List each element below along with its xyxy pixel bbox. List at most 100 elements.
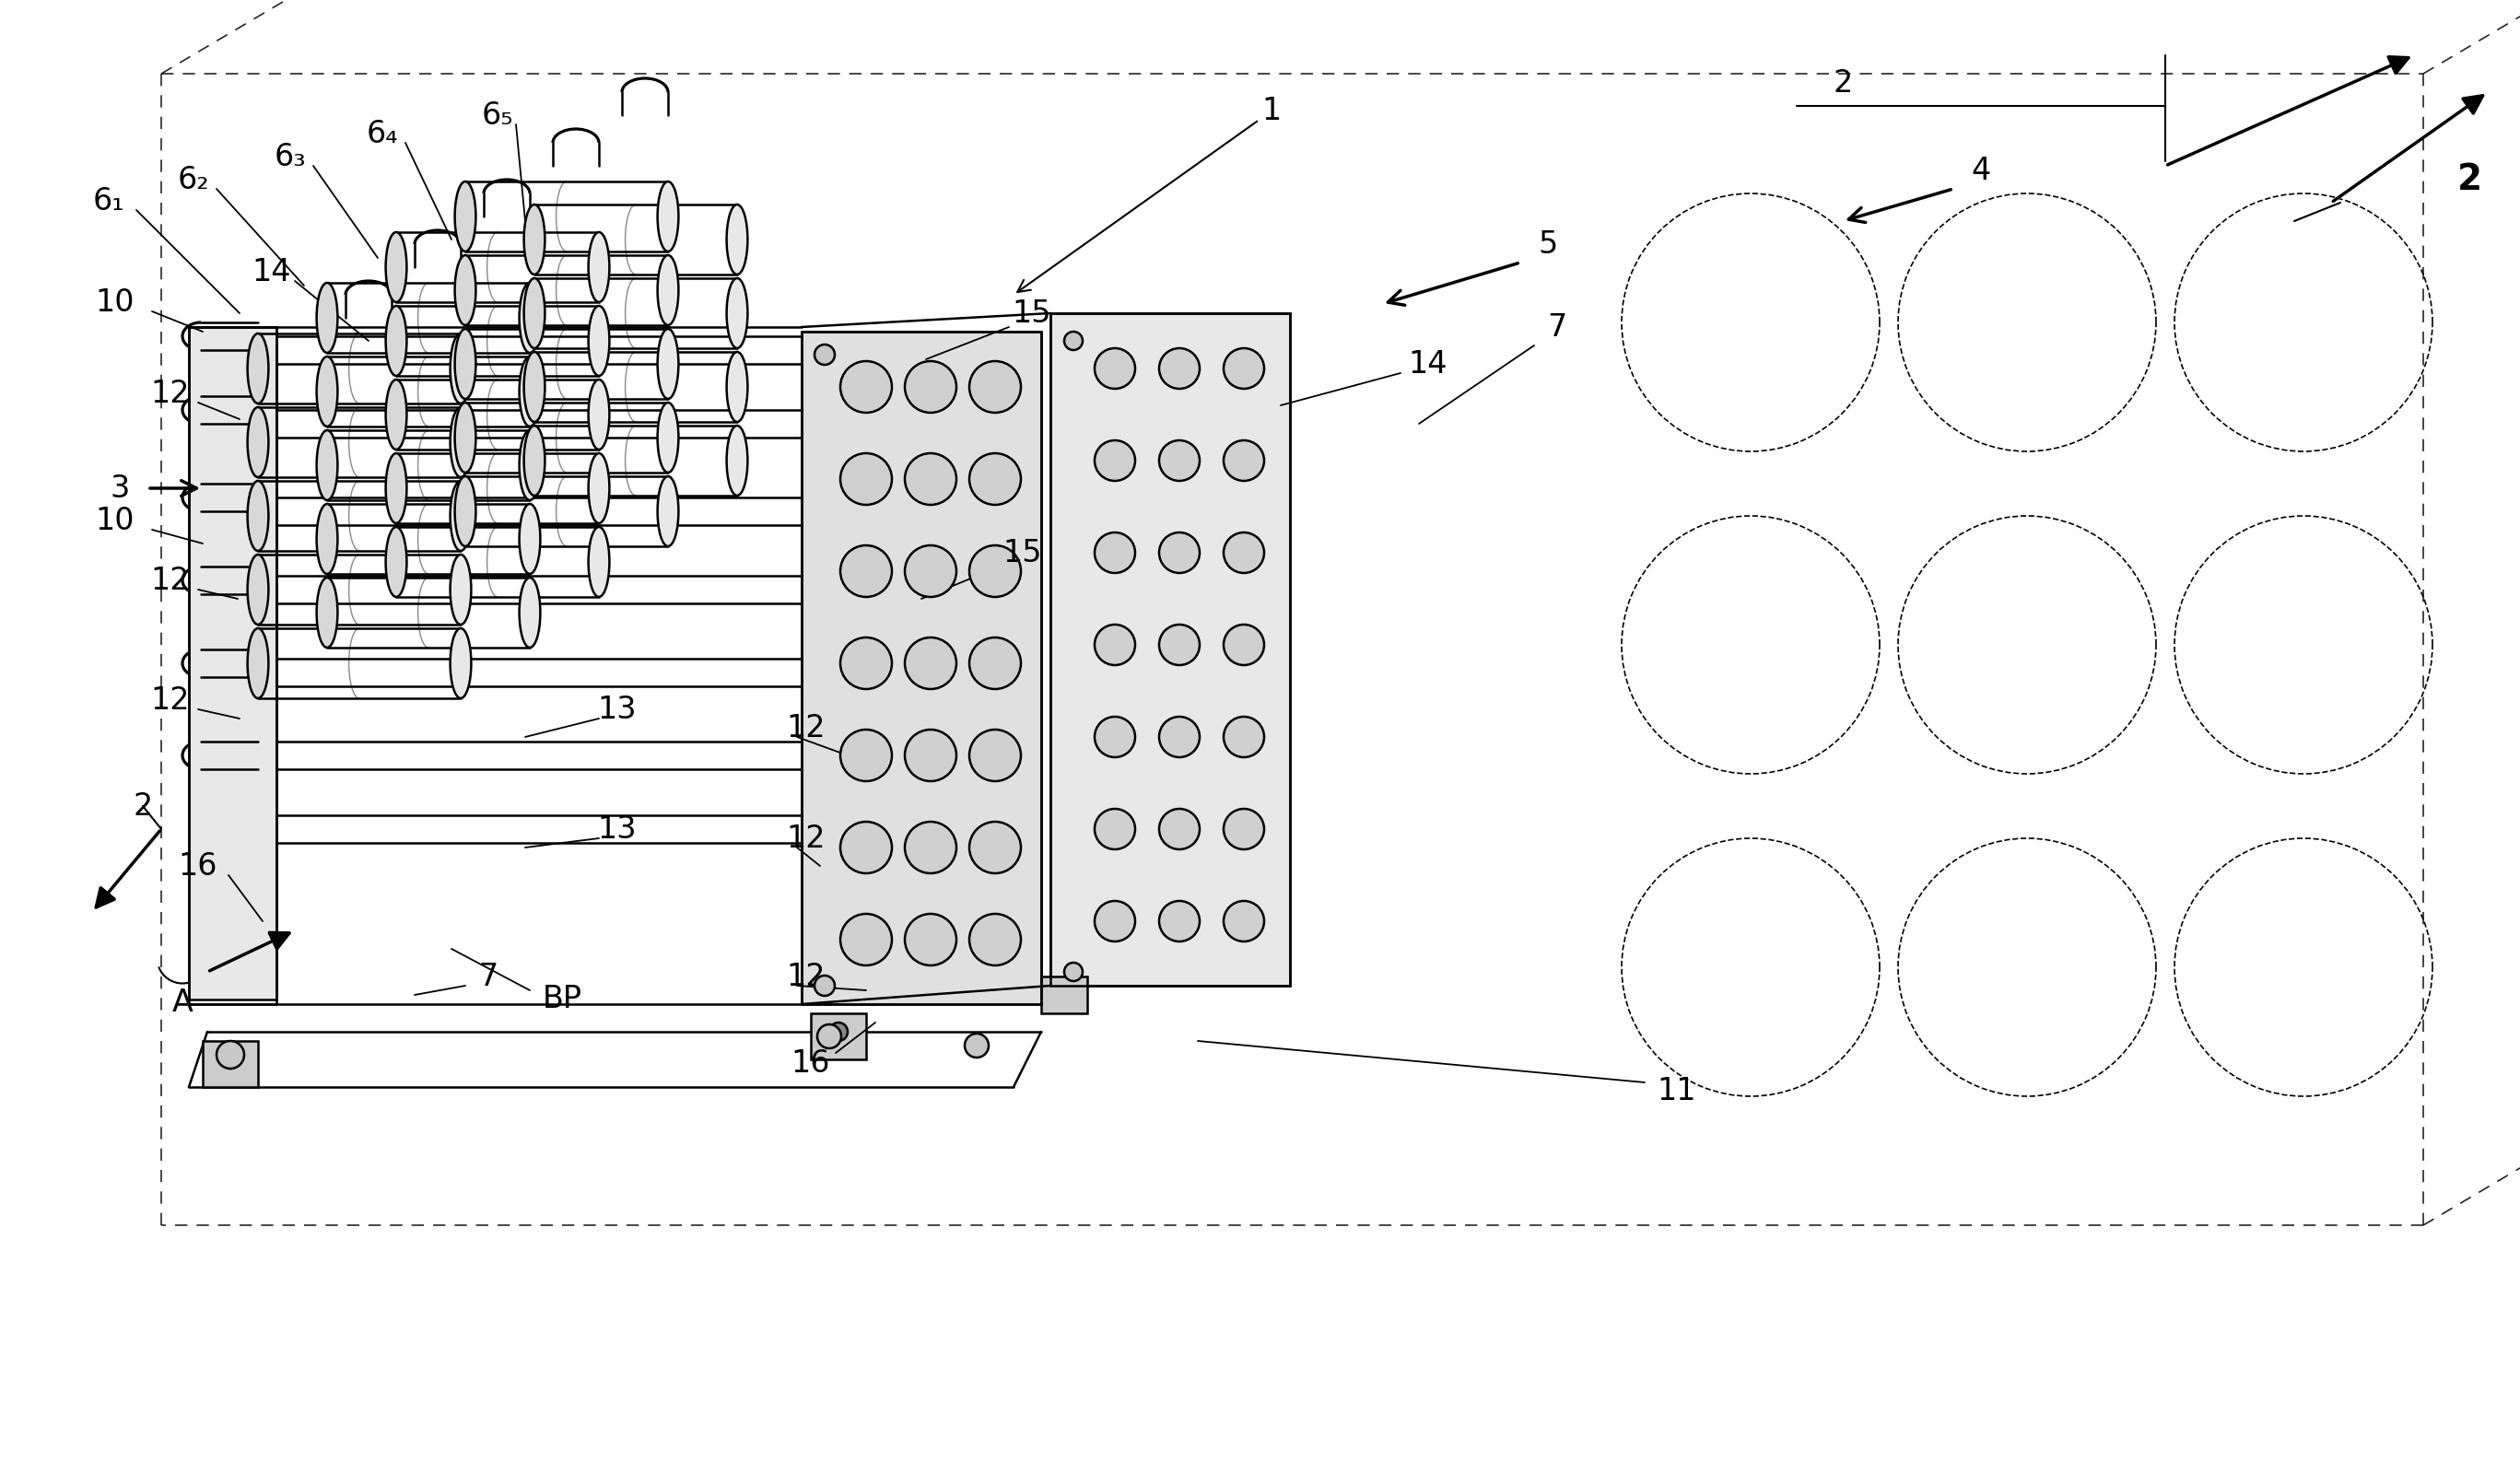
Text: 12: 12 (151, 685, 189, 716)
Circle shape (1094, 532, 1134, 573)
Circle shape (1159, 625, 1200, 666)
Ellipse shape (451, 333, 471, 404)
Circle shape (905, 913, 958, 965)
Ellipse shape (587, 454, 610, 523)
Circle shape (1159, 717, 1200, 757)
Text: 3: 3 (111, 473, 129, 504)
Text: 15: 15 (1003, 538, 1043, 569)
Text: 6₅: 6₅ (481, 100, 514, 130)
Text: 7: 7 (479, 962, 499, 991)
Ellipse shape (247, 407, 270, 477)
Ellipse shape (587, 306, 610, 376)
Text: 1: 1 (1018, 96, 1280, 292)
Ellipse shape (454, 402, 476, 473)
Circle shape (905, 361, 958, 412)
Ellipse shape (587, 527, 610, 597)
Ellipse shape (658, 328, 678, 399)
Text: 13: 13 (597, 694, 638, 725)
Circle shape (1063, 331, 1084, 351)
Bar (202, 1041, 257, 1087)
Circle shape (970, 545, 1021, 597)
Circle shape (829, 1022, 847, 1041)
Ellipse shape (386, 527, 406, 597)
Ellipse shape (658, 476, 678, 546)
Circle shape (1225, 809, 1265, 850)
Circle shape (905, 729, 958, 781)
Circle shape (1225, 717, 1265, 757)
Text: 7: 7 (1547, 312, 1567, 342)
Circle shape (1225, 532, 1265, 573)
Ellipse shape (386, 306, 406, 376)
Ellipse shape (318, 430, 338, 501)
Text: 5: 5 (1537, 228, 1557, 259)
Ellipse shape (524, 426, 544, 495)
Circle shape (839, 729, 892, 781)
Circle shape (1063, 963, 1084, 981)
Circle shape (1094, 809, 1134, 850)
Ellipse shape (454, 328, 476, 399)
Ellipse shape (451, 554, 471, 625)
Ellipse shape (451, 407, 471, 477)
Text: 16: 16 (791, 1049, 832, 1080)
Ellipse shape (524, 278, 544, 348)
Text: 6₂: 6₂ (176, 165, 209, 194)
Ellipse shape (247, 333, 270, 404)
Circle shape (839, 913, 892, 965)
Circle shape (970, 913, 1021, 965)
Circle shape (905, 545, 958, 597)
Circle shape (839, 454, 892, 505)
Ellipse shape (454, 476, 476, 546)
Text: 12: 12 (151, 566, 189, 595)
Circle shape (839, 638, 892, 689)
Ellipse shape (524, 352, 544, 421)
Ellipse shape (658, 181, 678, 252)
Bar (189, 327, 277, 1000)
Circle shape (905, 454, 958, 505)
Ellipse shape (726, 426, 748, 495)
Circle shape (839, 822, 892, 873)
Circle shape (1159, 440, 1200, 480)
Ellipse shape (519, 577, 539, 648)
Ellipse shape (318, 504, 338, 574)
Text: 12: 12 (786, 823, 827, 853)
Text: 15: 15 (1013, 298, 1051, 328)
Circle shape (1225, 901, 1265, 941)
Circle shape (1094, 348, 1134, 389)
Circle shape (1159, 532, 1200, 573)
Circle shape (965, 1034, 988, 1058)
Text: 6₁: 6₁ (93, 186, 123, 217)
Text: 2: 2 (1832, 68, 1852, 99)
Circle shape (222, 1050, 239, 1068)
Ellipse shape (454, 255, 476, 326)
Text: 14: 14 (1409, 349, 1446, 379)
Circle shape (1159, 901, 1200, 941)
Circle shape (905, 822, 958, 873)
Ellipse shape (247, 480, 270, 551)
Circle shape (1159, 809, 1200, 850)
Ellipse shape (587, 233, 610, 302)
Circle shape (905, 638, 958, 689)
Text: 6₃: 6₃ (275, 141, 307, 172)
Ellipse shape (318, 577, 338, 648)
Ellipse shape (726, 278, 748, 348)
Circle shape (970, 361, 1021, 412)
Text: 14: 14 (252, 256, 292, 287)
Circle shape (970, 454, 1021, 505)
Text: 10: 10 (96, 287, 134, 317)
Text: 6₄: 6₄ (365, 118, 398, 149)
Text: 4: 4 (1971, 155, 1991, 186)
Circle shape (970, 638, 1021, 689)
Ellipse shape (247, 629, 270, 698)
Ellipse shape (519, 283, 539, 354)
Text: 12: 12 (151, 379, 189, 408)
Ellipse shape (726, 352, 748, 421)
Circle shape (816, 1024, 842, 1049)
Text: 10: 10 (96, 505, 134, 536)
Circle shape (1094, 901, 1134, 941)
Bar (1041, 977, 1086, 1013)
Bar (811, 1013, 867, 1059)
Ellipse shape (726, 205, 748, 274)
Bar (1051, 314, 1290, 985)
Text: 2: 2 (134, 791, 154, 822)
Circle shape (1159, 348, 1200, 389)
